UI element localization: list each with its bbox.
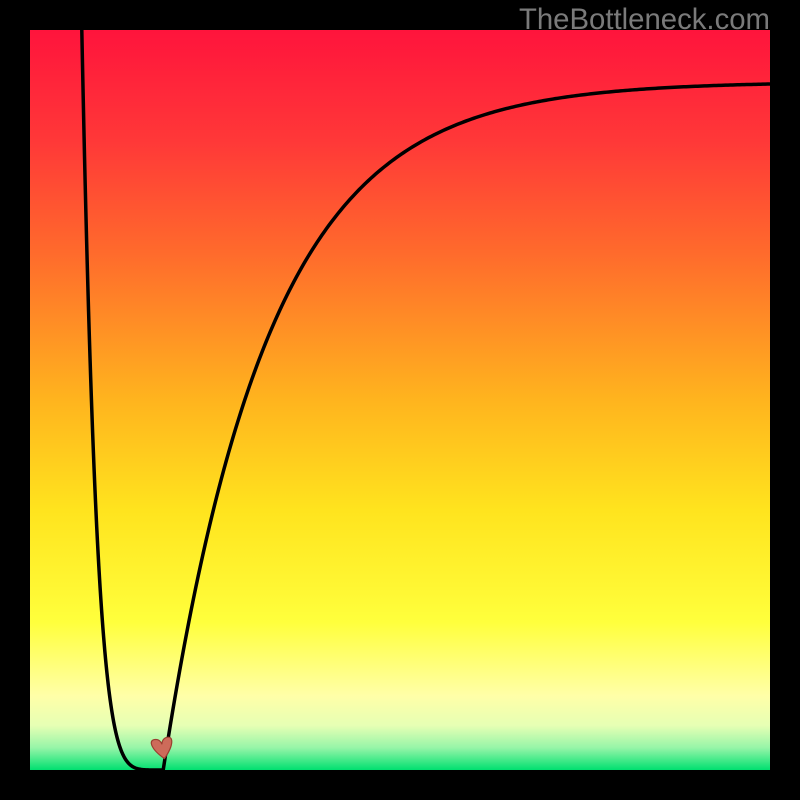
plot-svg — [30, 30, 770, 770]
watermark-text: TheBottleneck.com — [519, 3, 770, 37]
plot-area — [30, 30, 770, 770]
figure-root: TheBottleneck.com — [0, 0, 800, 800]
gradient-background — [30, 30, 770, 770]
